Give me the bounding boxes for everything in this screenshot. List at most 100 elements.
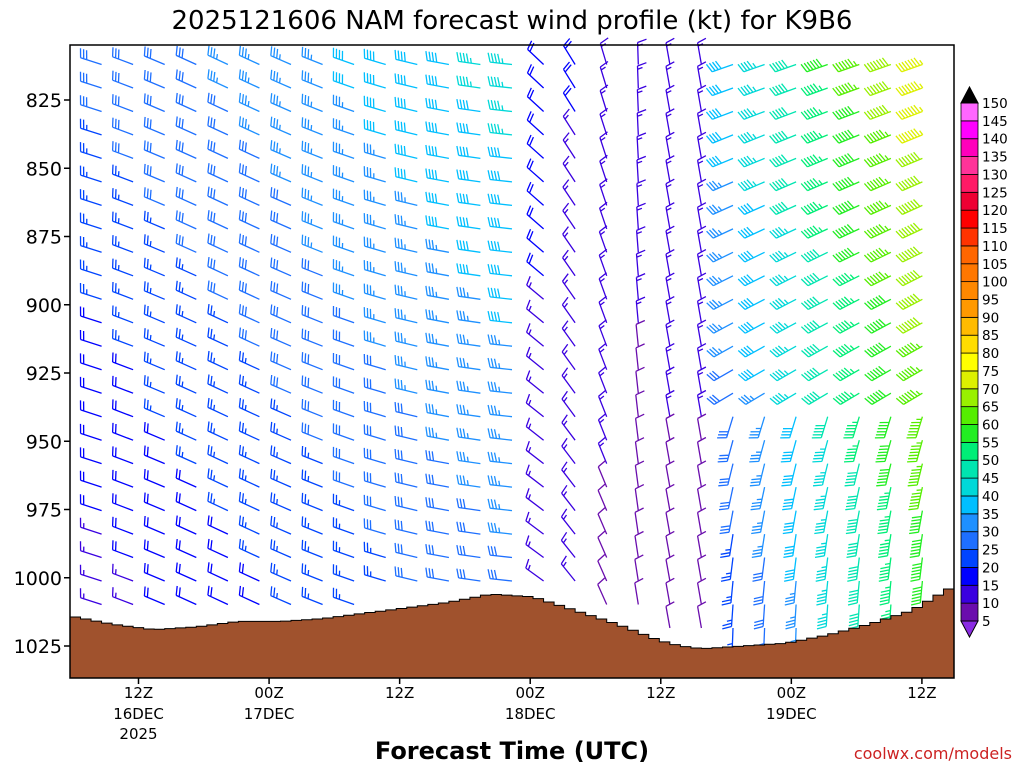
wind-barb (175, 186, 197, 206)
wind-barb (597, 389, 608, 417)
wind-barb (207, 538, 229, 559)
wind-barb (456, 357, 481, 371)
wind-barb (597, 460, 608, 488)
colorbar-label: 80 (982, 346, 999, 362)
wind-barb (598, 272, 608, 300)
wind-barb (111, 188, 134, 207)
wind-barb (487, 310, 513, 324)
wind-barb (175, 163, 197, 183)
wind-barb (718, 463, 734, 487)
wind-barb (665, 84, 675, 112)
colorbar-segment (960, 174, 979, 193)
wind-barb (665, 413, 675, 441)
wind-barb (526, 134, 545, 159)
x-tick-date: 16DEC (113, 705, 164, 723)
y-tick-label: 950 (26, 431, 62, 453)
chart-title: 2025121606 NAM forecast wind profile (kt… (172, 6, 853, 36)
wind-barb (874, 416, 892, 439)
wind-barb (487, 522, 513, 535)
wind-barb (238, 280, 260, 300)
wind-barb (301, 93, 323, 113)
wind-barb (800, 201, 828, 215)
wind-barb (705, 60, 734, 73)
colorbar-label: 135 (982, 150, 1008, 166)
wind-barb (863, 200, 892, 215)
wind-barb (175, 468, 197, 488)
wind-barb (270, 586, 292, 606)
wind-barb (270, 163, 292, 183)
colorbar-segment (960, 334, 979, 354)
wind-barb (111, 469, 134, 488)
wind-barb (696, 272, 707, 300)
wind-barb (79, 494, 102, 512)
wind-barb (456, 286, 481, 300)
wind-barb (907, 463, 924, 487)
wind-barb (597, 530, 608, 558)
wind-barb (561, 296, 576, 324)
wind-barb (597, 483, 608, 511)
wind-barb (665, 37, 675, 65)
wind-barb (270, 327, 292, 347)
wind-barb (79, 165, 102, 183)
wind-barb (487, 99, 513, 113)
wind-barb (895, 57, 924, 73)
wind-barb (598, 295, 608, 324)
wind-barb (301, 305, 323, 324)
wind-barb (456, 427, 481, 441)
wind-barb (143, 351, 165, 371)
wind-barb (665, 366, 675, 394)
wind-barb (363, 471, 386, 488)
wind-barb (175, 116, 197, 136)
wind-barb (561, 367, 576, 394)
credit-link[interactable]: coolwx.com/models (854, 744, 1012, 763)
wind-barb (143, 116, 165, 136)
wind-barb (895, 293, 923, 310)
y-tick-label: 925 (26, 363, 62, 385)
wind-barb (394, 378, 418, 394)
wind-barb (394, 495, 418, 512)
wind-barb (811, 416, 829, 439)
wind-barb (487, 287, 513, 300)
wind-barb (526, 158, 545, 183)
wind-barb (665, 483, 675, 511)
wind-barb (175, 210, 197, 230)
wind-barb (816, 580, 829, 606)
wind-barb (425, 168, 450, 183)
wind-barb (456, 145, 481, 160)
wind-barb (751, 533, 766, 559)
wind-barb (456, 98, 481, 113)
wind-barb (525, 488, 544, 512)
wind-barb (270, 69, 292, 89)
wind-barb (562, 202, 576, 230)
wind-barb (332, 470, 355, 488)
wind-barb (111, 375, 134, 394)
wind-barb (363, 353, 386, 371)
wind-barb (175, 515, 197, 535)
wind-barb (706, 204, 734, 215)
wind-barb (238, 257, 260, 277)
colorbar-segment (960, 477, 979, 497)
wind-barb (598, 366, 608, 394)
wind-barb (525, 511, 544, 535)
colorbar-label: 35 (982, 507, 999, 523)
wind-barb (563, 38, 576, 65)
x-tick-date: 19DEC (766, 705, 817, 723)
wind-barb (238, 163, 260, 183)
wind-barb (487, 334, 513, 347)
wind-barb (800, 249, 828, 263)
wind-barb (696, 343, 707, 370)
wind-barb (526, 276, 545, 300)
wind-barb (111, 399, 134, 418)
wind-barb (79, 236, 102, 253)
wind-barb (800, 225, 828, 239)
wind-barb (561, 437, 576, 464)
wind-barb (665, 296, 675, 323)
wind-barb (864, 295, 892, 310)
wind-barb (784, 580, 797, 606)
wind-barb (79, 517, 102, 535)
wind-barb (270, 492, 292, 512)
wind-barb (301, 187, 323, 207)
wind-barb (207, 304, 229, 324)
wind-barb (832, 391, 860, 405)
pressure-axis: 825 850 875 900 925 950 975 1000 1025 (14, 90, 70, 658)
